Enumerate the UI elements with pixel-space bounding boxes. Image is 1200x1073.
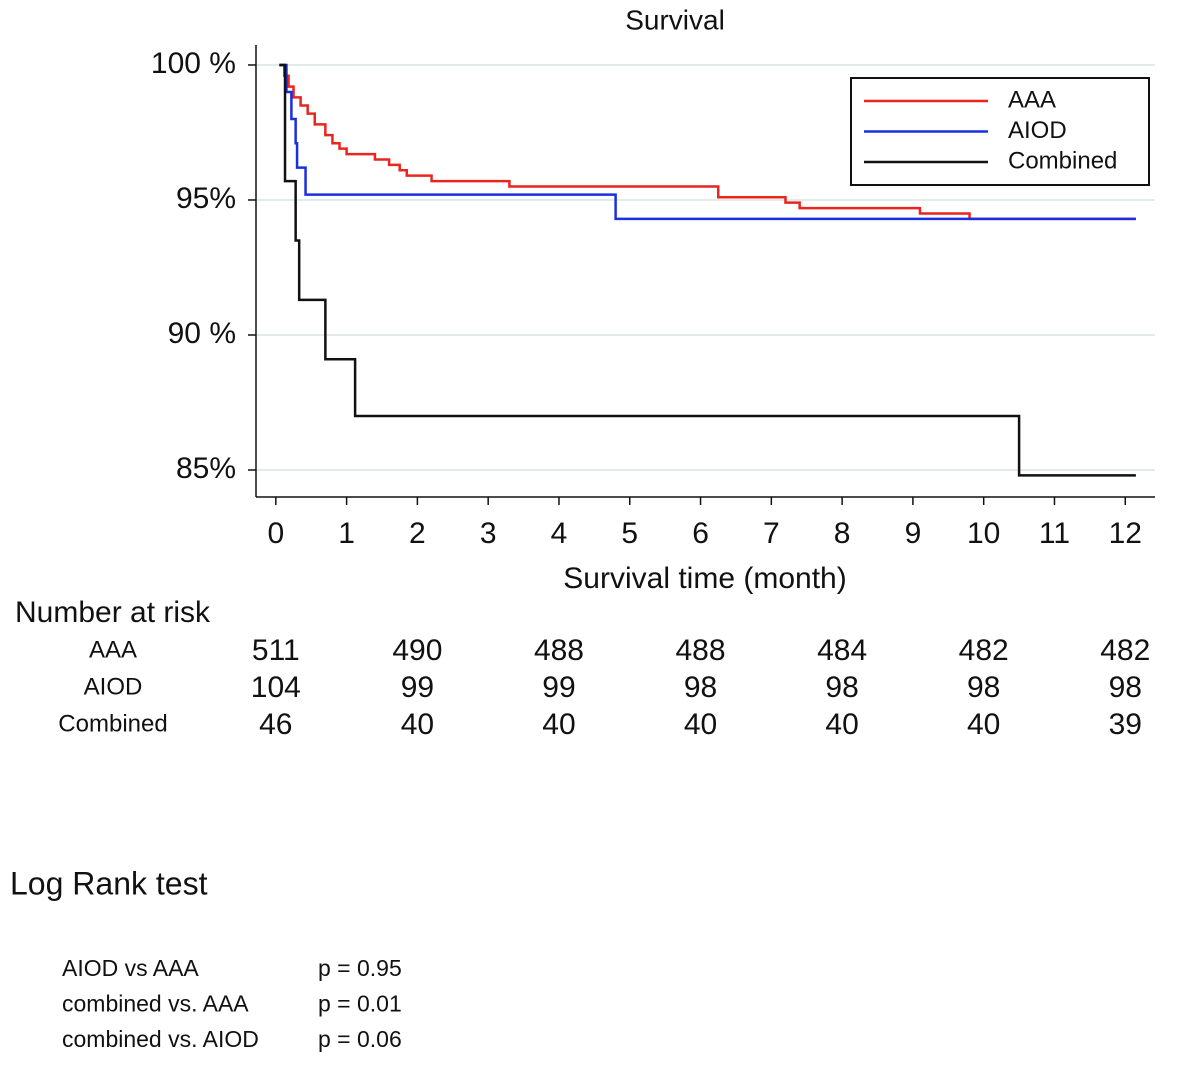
risk-value: 482 — [959, 634, 1009, 667]
legend-label: AIOD — [1008, 117, 1067, 144]
p-value: p = 0.01 — [318, 991, 402, 1017]
x-axis-label: Survival time (month) — [563, 562, 846, 595]
comparison: combined vs. AIOD — [62, 1026, 259, 1052]
risk-value: 104 — [251, 671, 301, 704]
x-tick-label: 10 — [967, 517, 1000, 550]
risk-table-title: Number at risk — [15, 596, 211, 629]
y-tick-label: 95% — [176, 182, 236, 215]
survival-curve — [279, 63, 1136, 221]
x-tick-label: 2 — [409, 517, 426, 550]
x-tick-label: 9 — [905, 517, 922, 550]
risk-value: 488 — [534, 634, 584, 667]
risk-value: 40 — [684, 708, 717, 741]
risk-row-name: AAA — [89, 636, 137, 663]
y-tick-label: 90 % — [168, 317, 236, 350]
risk-row-name: Combined — [58, 710, 167, 737]
risk-value: 99 — [401, 671, 434, 704]
x-tick-label: 6 — [692, 517, 709, 550]
p-value: p = 0.95 — [318, 955, 402, 981]
risk-value: 488 — [676, 634, 726, 667]
x-tick-label: 0 — [267, 517, 284, 550]
x-tick-label: 12 — [1109, 517, 1142, 550]
x-tick-label: 3 — [480, 517, 497, 550]
risk-value: 98 — [1109, 671, 1142, 704]
y-tick-label: 100 % — [151, 47, 236, 80]
p-value: p = 0.06 — [318, 1026, 402, 1052]
risk-value: 484 — [817, 634, 867, 667]
risk-value: 40 — [825, 708, 858, 741]
log-rank-title: Log Rank test — [10, 865, 208, 901]
survival-curve — [279, 63, 1136, 477]
legend-label: AAA — [1008, 86, 1056, 113]
x-tick-label: 8 — [834, 517, 851, 550]
risk-value: 39 — [1109, 708, 1142, 741]
x-tick-label: 7 — [763, 517, 780, 550]
x-tick-label: 5 — [621, 517, 638, 550]
risk-value: 98 — [684, 671, 717, 704]
survival-curve — [279, 63, 1136, 221]
x-tick-label: 11 — [1039, 517, 1070, 550]
comparison: combined vs. AAA — [62, 991, 249, 1017]
y-tick-label: 85% — [176, 452, 236, 485]
risk-value: 40 — [542, 708, 575, 741]
risk-value: 490 — [392, 634, 442, 667]
comparison: AIOD vs AAA — [62, 955, 199, 981]
risk-value: 98 — [825, 671, 858, 704]
x-tick-label: 4 — [551, 517, 568, 550]
risk-value: 46 — [259, 708, 292, 741]
risk-value: 99 — [542, 671, 575, 704]
risk-value: 482 — [1100, 634, 1150, 667]
risk-value: 98 — [967, 671, 1000, 704]
chart-title: Survival — [625, 4, 725, 35]
risk-value: 40 — [967, 708, 1000, 741]
legend-label: Combined — [1008, 147, 1117, 174]
risk-row-name: AIOD — [84, 673, 143, 700]
risk-value: 40 — [401, 708, 434, 741]
risk-value: 511 — [252, 634, 300, 667]
x-tick-label: 1 — [338, 517, 355, 550]
